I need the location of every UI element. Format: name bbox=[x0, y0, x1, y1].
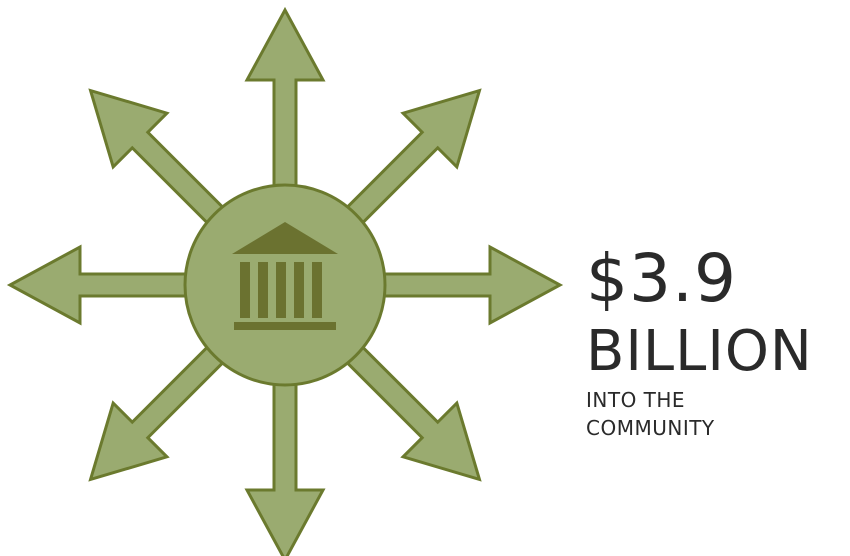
radiating-arrows-graphic bbox=[6, 6, 564, 556]
caption: INTO THE COMMUNITY bbox=[586, 386, 813, 442]
amount-unit: BILLION bbox=[586, 319, 813, 384]
community-investment-stat: $3.9 BILLION INTO THE COMMUNITY bbox=[586, 246, 813, 442]
caption-line-1: INTO THE bbox=[586, 388, 686, 412]
caption-line-2: COMMUNITY bbox=[586, 416, 715, 440]
bank-building-icon bbox=[232, 222, 338, 330]
amount-value: $3.9 bbox=[586, 240, 737, 317]
